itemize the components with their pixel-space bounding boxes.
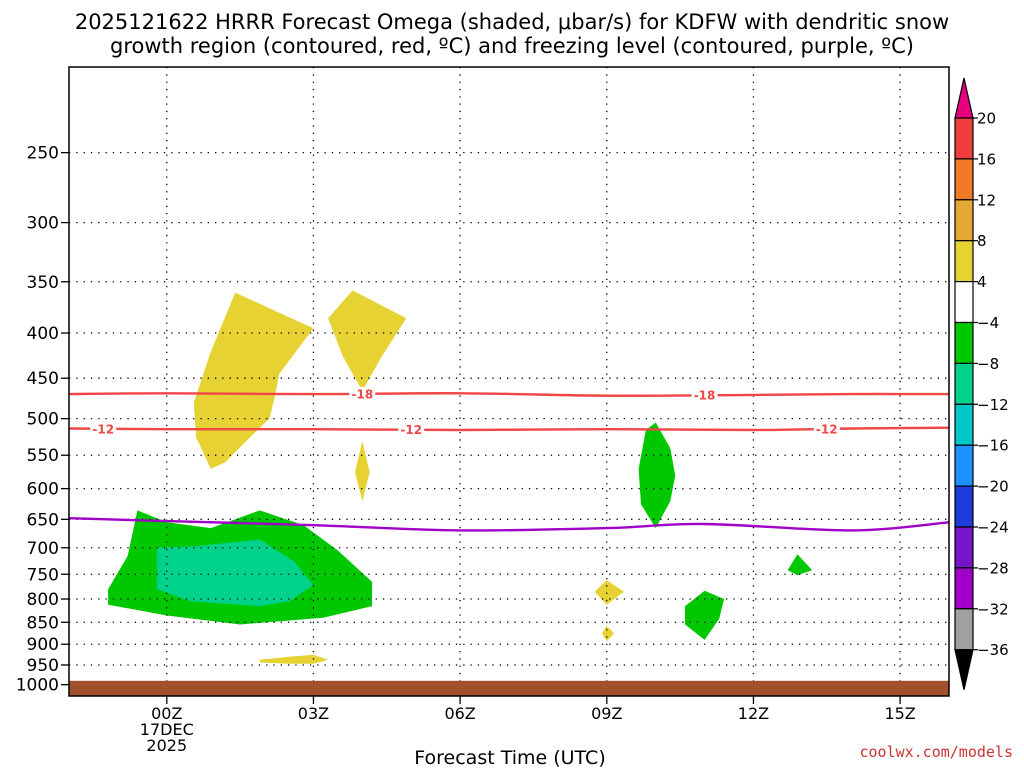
freezing-level-line xyxy=(68,517,950,532)
colorbar-label: 8 xyxy=(977,232,987,250)
dgz-minus12-label: -12 xyxy=(816,422,838,436)
omega-plus4-upper-left xyxy=(193,292,314,469)
colorbar-swatch xyxy=(954,117,974,160)
y-tick-label: 400 xyxy=(27,324,59,344)
colorbar-swatch xyxy=(954,158,974,201)
colorbar-swatch xyxy=(954,485,974,528)
colorbar-swatch xyxy=(954,403,974,446)
x-tick-year: 2025 xyxy=(146,736,187,755)
omega-plus4-upper-right xyxy=(328,290,407,391)
dgz-minus12-label: -12 xyxy=(92,422,114,436)
y-tick-label: 1000 xyxy=(16,676,59,696)
omega-minus8-core xyxy=(157,539,314,607)
dgz-minus18-label: -18 xyxy=(351,387,373,401)
omega-plus4-bottom xyxy=(259,654,329,664)
colorbar-swatch xyxy=(954,526,974,569)
colorbar-label: −28 xyxy=(977,559,1009,577)
colorbar-swatch xyxy=(954,444,974,487)
dgz-minus18-label-bg xyxy=(349,386,376,401)
x-tick-label: 15Z xyxy=(884,704,915,723)
y-tick-label: 300 xyxy=(27,214,59,234)
y-axis-ticks: 2503003504004505005506006507007508008509… xyxy=(16,144,69,696)
y-tick-label: 250 xyxy=(27,144,59,164)
omega-minus4-column xyxy=(638,422,676,529)
omega-shading xyxy=(108,290,813,664)
dgz-minus18-label: -18 xyxy=(694,389,716,403)
omega-plus4-small-1 xyxy=(594,580,624,605)
x-tick-label: 09Z xyxy=(591,704,622,723)
colorbar-swatch xyxy=(954,608,974,651)
y-tick-label: 900 xyxy=(27,635,59,655)
colorbar-label: −4 xyxy=(977,314,999,332)
y-tick-label: 450 xyxy=(27,369,59,389)
dgz-minus12-label-bg xyxy=(398,422,425,437)
dgz-minus12-label: -12 xyxy=(400,423,422,437)
temperature-contours: -18 -18 -12 -12 -12 xyxy=(68,386,950,532)
x-tick-date: 17DEC xyxy=(140,720,194,739)
colorbar-swatch xyxy=(954,281,974,324)
colorbar-label: 4 xyxy=(977,273,987,291)
colorbar-swatch xyxy=(954,321,974,365)
y-tick-label: 600 xyxy=(27,480,59,500)
credit-text: coolwx.com/models xyxy=(859,743,1013,761)
colorbar-label: −16 xyxy=(977,437,1009,455)
colorbar-label: −8 xyxy=(977,355,999,373)
colorbar-label: 16 xyxy=(977,150,996,168)
y-tick-label: 350 xyxy=(27,273,59,293)
colorbar-label: 20 xyxy=(977,110,996,128)
dgz-minus18-line xyxy=(68,392,950,397)
colorbar-label: −36 xyxy=(977,641,1009,659)
y-tick-label: 800 xyxy=(27,590,59,610)
x-tick-label: 06Z xyxy=(444,704,475,723)
x-tick-label: 00Z xyxy=(151,704,182,723)
colorbar-bottom-arrow xyxy=(954,649,974,690)
dgz-minus18-label-bg xyxy=(691,388,718,403)
y-tick-label: 850 xyxy=(27,613,59,633)
y-tick-label: 700 xyxy=(27,539,59,559)
colorbar-label: −20 xyxy=(977,478,1009,496)
x-tick-label: 03Z xyxy=(298,704,329,723)
chart-title-line1: 2025121622 HRRR Forecast Omega (shaded, … xyxy=(75,10,949,34)
colorbar-label: 12 xyxy=(977,191,996,209)
y-tick-label: 650 xyxy=(27,510,59,530)
y-tick-label: 550 xyxy=(27,446,59,466)
ground-fill xyxy=(69,680,949,696)
colorbar-top-arrow xyxy=(954,77,974,119)
dgz-minus12-label-bg xyxy=(90,421,117,436)
colorbar-swatch xyxy=(954,567,974,610)
colorbar-swatch xyxy=(954,240,974,283)
omega-minus4-small xyxy=(787,554,813,576)
omega-plus4-spike xyxy=(355,441,370,502)
ground-layer xyxy=(69,680,949,696)
omega-plus4-small-2 xyxy=(601,625,615,642)
dgz-minus12-label-bg xyxy=(813,421,840,436)
omega-minus4-low xyxy=(685,590,725,640)
colorbar-label: −24 xyxy=(977,519,1009,537)
y-tick-label: 500 xyxy=(27,410,59,430)
gridlines xyxy=(69,67,949,696)
colorbar-swatch xyxy=(954,199,974,242)
plot-area: -18 -18 -12 -12 -12 xyxy=(68,66,950,697)
colorbar-label: −12 xyxy=(977,396,1009,414)
colorbar-label: −32 xyxy=(977,600,1009,618)
colorbar-swatch xyxy=(954,362,974,405)
colorbar: 20 16 12 8 4 −4 −8 −12 −16 −20 −24 −28 −32 −36 xyxy=(954,77,1009,690)
x-tick-label: 12Z xyxy=(738,704,769,723)
y-tick-label: 750 xyxy=(27,565,59,585)
y-tick-label: 950 xyxy=(27,656,59,676)
chart-title-line2: growth region (contoured, red, ºC) and f… xyxy=(110,34,914,58)
x-axis-label: Forecast Time (UTC) xyxy=(414,747,605,768)
plot-frame xyxy=(68,66,950,697)
